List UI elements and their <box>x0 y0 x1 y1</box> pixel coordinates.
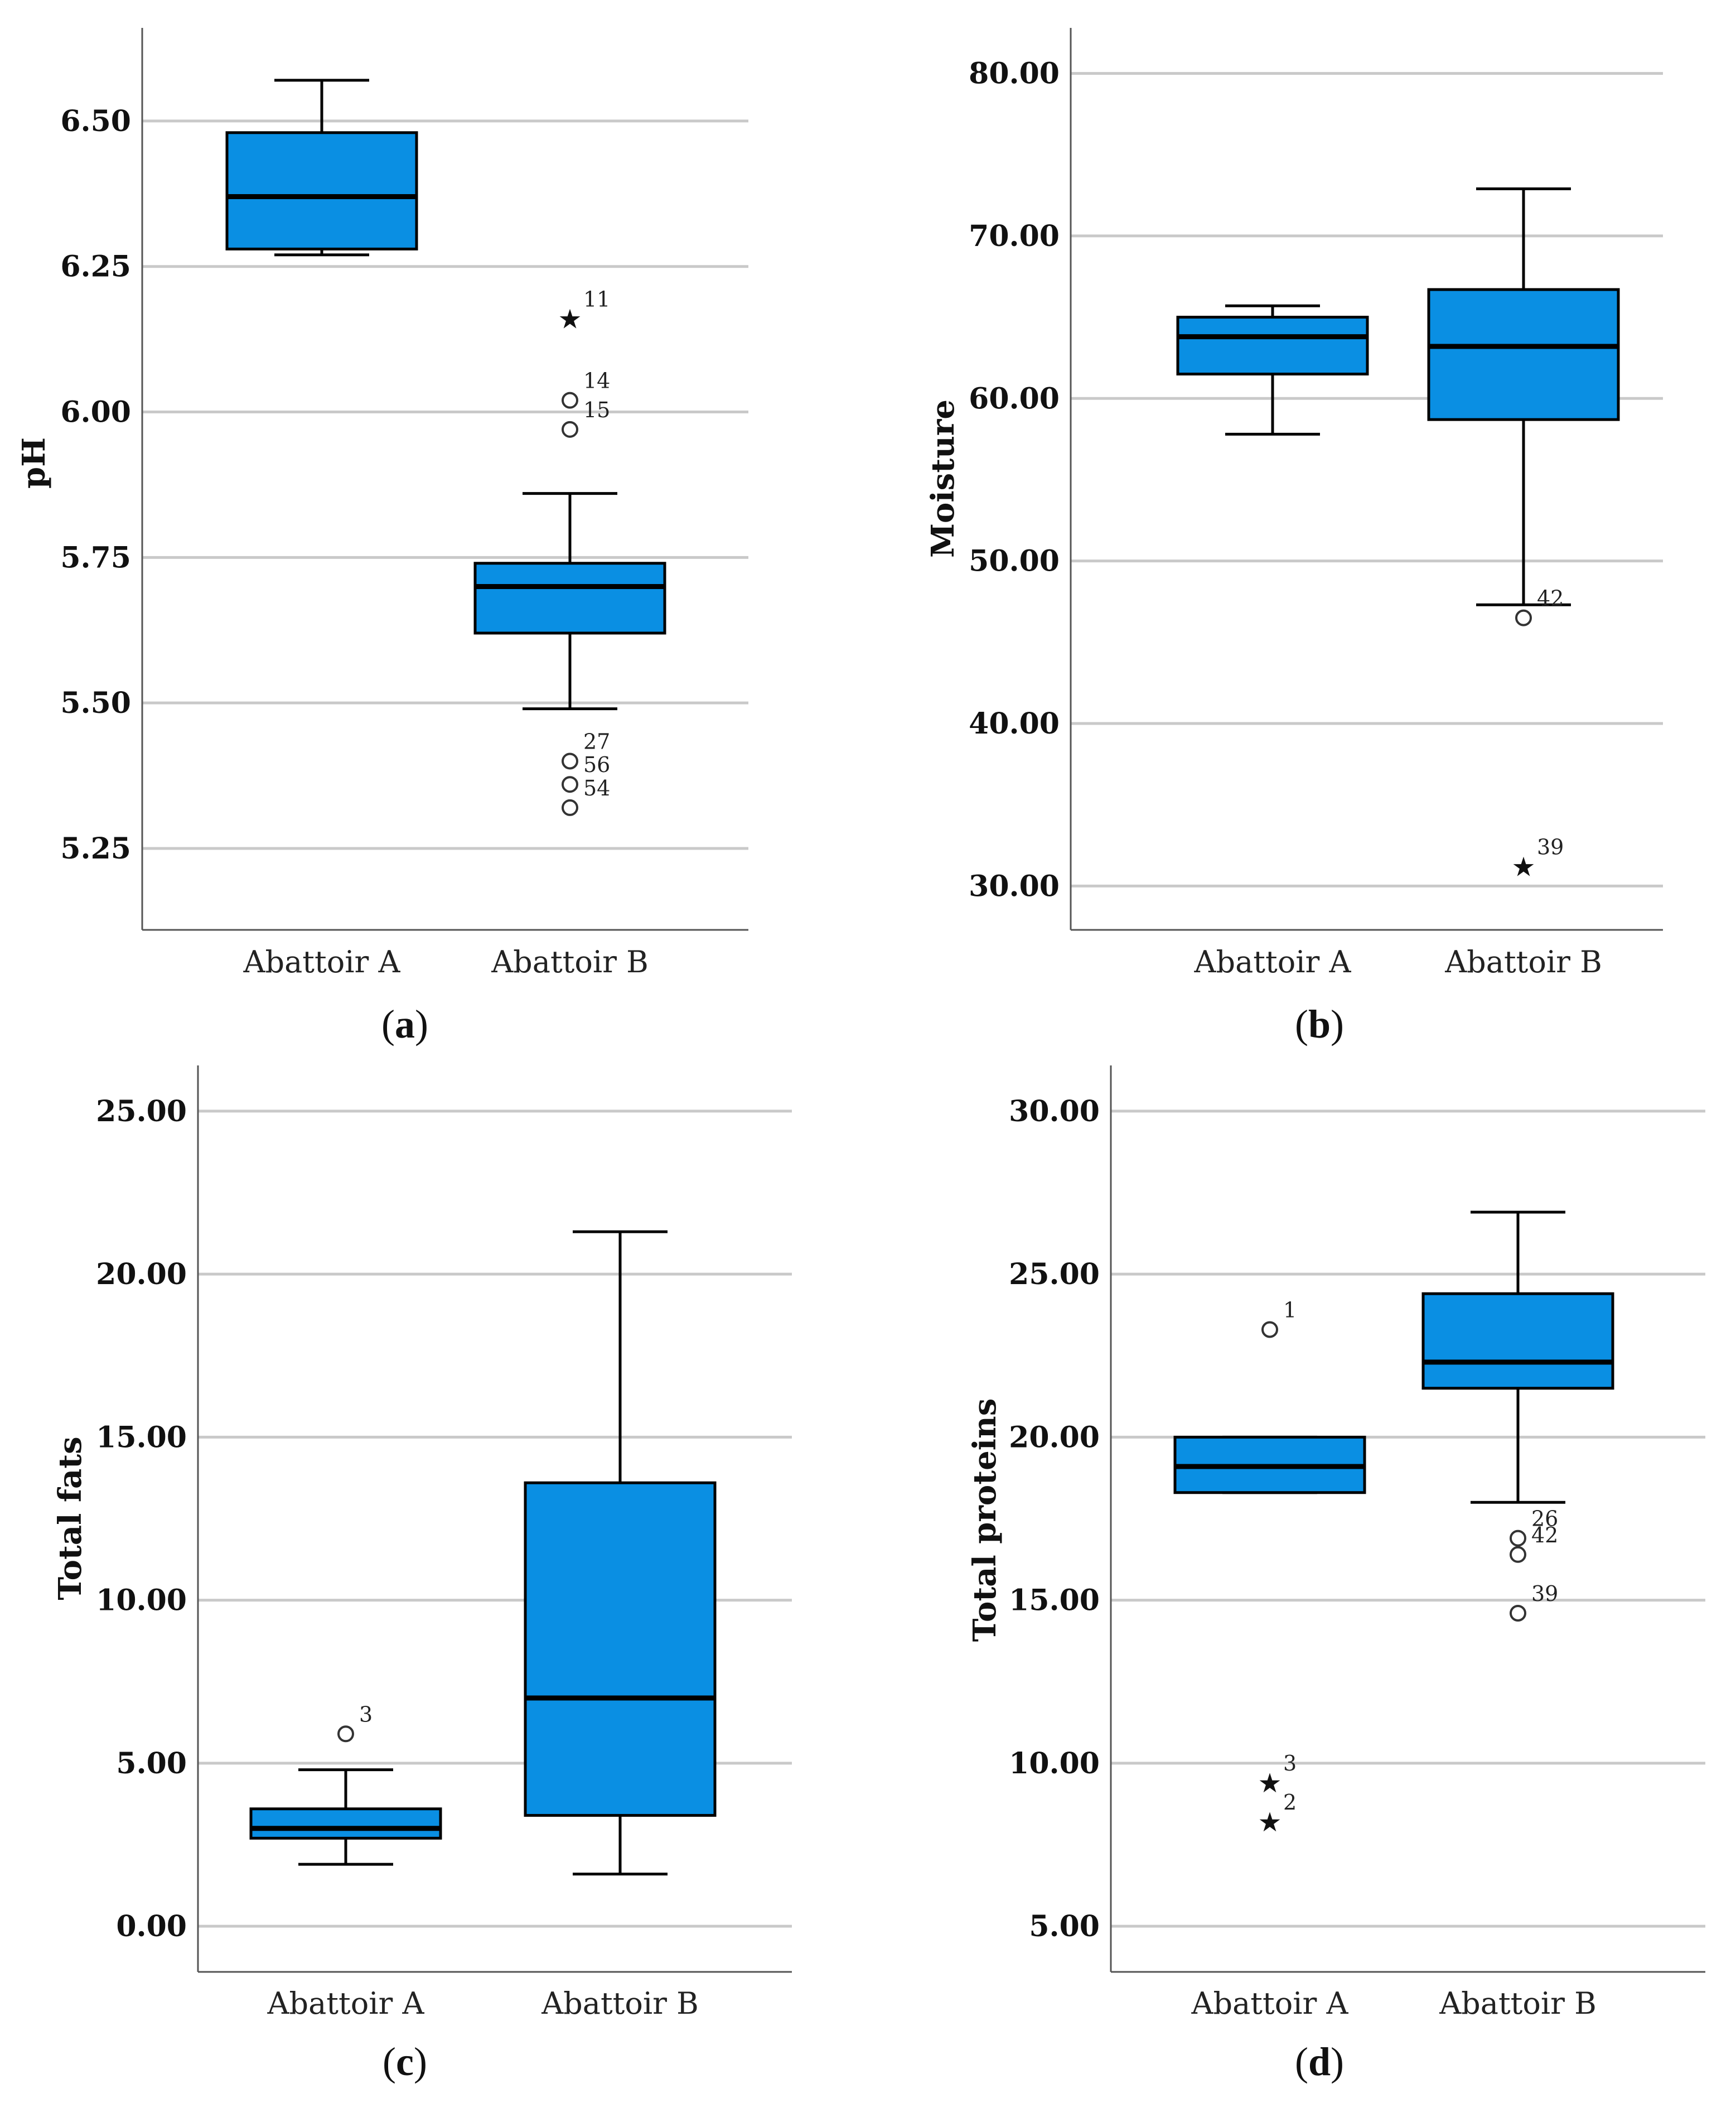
outlier-marker <box>1510 1530 1526 1547</box>
panel-b: 30.00 40.00 50.00 60.00 70.00 80.00 Moisture Ab… <box>925 28 1663 1046</box>
y-tick-label: 5.75 <box>60 541 131 575</box>
box-0: 1★3★2 <box>1173 1297 1366 1838</box>
y-tick-label: 20.00 <box>1009 1420 1100 1454</box>
y-axis-title: Moisture <box>925 399 961 558</box>
y-tick-label: 20.00 <box>96 1257 187 1291</box>
panel-label: (d) <box>1295 2039 1344 2084</box>
x-category-label: Abattoir B <box>1444 944 1602 980</box>
outlier-marker <box>1261 1321 1278 1338</box>
outlier-label: 3 <box>1283 1751 1297 1776</box>
x-category-label: Abattoir B <box>1439 1986 1597 2021</box>
panel-letter: d <box>1308 2039 1331 2084</box>
y-tick-label: 15.00 <box>1009 1584 1100 1618</box>
outlier-label: 56 <box>583 752 610 777</box>
y-tick-label: 5.25 <box>60 832 131 866</box>
box-1: 42 ★39 <box>1427 187 1620 882</box>
y-tick-label: 6.50 <box>60 104 131 138</box>
iqr-box <box>225 131 418 250</box>
x-category-label: Abattoir B <box>491 944 649 980</box>
box-0 <box>225 79 418 257</box>
panel-letter: c <box>396 2039 414 2084</box>
y-tick-label: 10.00 <box>1009 1747 1100 1781</box>
y-tick-label: 10.00 <box>96 1584 187 1618</box>
y-tick-label: 25.00 <box>96 1094 187 1128</box>
y-tick-label: 70.00 <box>969 219 1060 253</box>
extreme-outlier-marker: ★ <box>1511 851 1535 882</box>
y-tick-label: 40.00 <box>969 707 1060 741</box>
y-tick-label: 0.00 <box>116 1909 187 1943</box>
outlier-label: 39 <box>1537 834 1564 859</box>
outlier-marker <box>1515 609 1532 626</box>
y-tick-label: 5.50 <box>60 686 131 720</box>
y-tick-label: 25.00 <box>1009 1257 1100 1291</box>
outlier-marker <box>337 1725 354 1743</box>
extreme-outlier-marker: ★ <box>558 304 582 335</box>
outlier-marker <box>1510 1605 1526 1622</box>
outlier-marker <box>562 421 578 438</box>
x-category-label: Abattoir A <box>243 944 401 980</box>
y-tick-label: 15.00 <box>96 1420 187 1454</box>
y-axis-title: Total fats <box>52 1436 89 1600</box>
outlier-label: 14 <box>583 369 610 393</box>
box-1 <box>524 1230 717 1876</box>
iqr-box <box>1421 1292 1614 1390</box>
x-category-label: Abattoir A <box>1194 944 1352 980</box>
y-tick-label: 5.00 <box>1029 1909 1100 1943</box>
outlier-label: 54 <box>583 776 610 800</box>
box-0: 3 <box>249 1702 442 1866</box>
box-0 <box>1176 304 1369 436</box>
outlier-marker <box>1510 1546 1526 1563</box>
y-tick-label: 30.00 <box>1009 1094 1100 1128</box>
panel-a: 5.25 5.50 5.75 6.00 6.25 6.50 pH Abattoir A Abat… <box>16 28 748 1046</box>
panel-c: 0.00 5.00 10.00 15.00 20.00 25.00 Total fats Ab… <box>52 1065 792 2084</box>
outlier-label: 2 <box>1283 1790 1297 1815</box>
iqr-box <box>1176 316 1369 376</box>
iqr-box <box>249 1807 442 1840</box>
outlier-label: 39 <box>1531 1581 1558 1606</box>
panel-letter: b <box>1308 1002 1331 1046</box>
extreme-outlier-marker: ★ <box>1258 1807 1282 1838</box>
panel-label: (b) <box>1295 1002 1344 1046</box>
outlier-label: 1 <box>1283 1297 1297 1322</box>
panel-label: (a) <box>381 1002 428 1046</box>
y-tick-label: 50.00 <box>969 544 1060 578</box>
y-axis-title: pH <box>16 437 52 489</box>
y-tick-label: 6.25 <box>60 250 131 284</box>
outlier-label: 26 <box>1531 1507 1558 1531</box>
outlier-label: 42 <box>1531 1523 1558 1547</box>
outlier-label: 3 <box>359 1702 373 1726</box>
outlier-label: 15 <box>583 398 610 422</box>
outlier-marker <box>562 776 578 793</box>
iqr-box <box>524 1481 717 1817</box>
x-category-label: Abattoir B <box>541 1986 699 2021</box>
extreme-outlier-marker: ★ <box>1258 1768 1282 1799</box>
panel-label: (c) <box>383 2039 427 2084</box>
y-tick-label: 6.00 <box>60 395 131 430</box>
x-category-label: Abattoir A <box>267 1986 425 2021</box>
panel-d: 5.00 10.00 15.00 20.00 25.00 30.00 Total prote… <box>966 1065 1705 2084</box>
y-axis-title: Total proteins <box>966 1398 1003 1642</box>
outlier-label: 42 <box>1537 586 1564 611</box>
y-tick-label: 80.00 <box>969 57 1060 91</box>
outlier-marker <box>562 752 578 770</box>
iqr-box <box>473 562 666 635</box>
x-category-label: Abattoir A <box>1191 1986 1349 2021</box>
outlier-label: 27 <box>583 729 610 754</box>
outlier-marker <box>562 392 578 409</box>
outlier-marker <box>562 799 578 816</box>
y-tick-label: 5.00 <box>116 1747 187 1781</box>
y-tick-label: 60.00 <box>969 382 1060 416</box>
y-tick-label: 30.00 <box>969 869 1060 903</box>
outlier-label: 11 <box>583 287 610 312</box>
panel-letter: a <box>395 1002 415 1046</box>
iqr-box <box>1427 288 1620 421</box>
